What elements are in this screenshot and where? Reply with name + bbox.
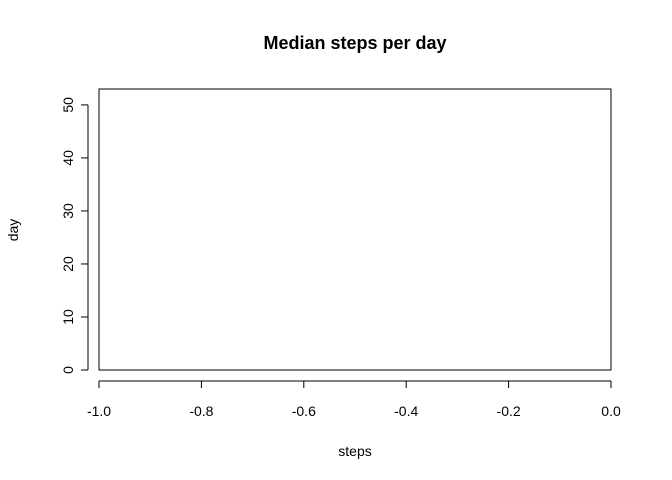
y-tick-label: 20 — [60, 256, 76, 272]
chart-title: Median steps per day — [263, 33, 446, 53]
x-tick-label: 0.0 — [601, 403, 621, 419]
y-tick-label: 0 — [60, 366, 76, 374]
y-tick-label: 10 — [60, 309, 76, 325]
y-tick-label: 50 — [60, 97, 76, 113]
x-tick-label: -0.6 — [292, 403, 316, 419]
x-axis-label: steps — [338, 443, 371, 459]
plot-frame — [98, 88, 612, 371]
x-axis: -1.0 -0.8 -0.6 -0.4 -0.2 0.0 — [87, 380, 621, 419]
x-tick-label: -0.8 — [189, 403, 213, 419]
x-tick-label: -0.4 — [394, 403, 418, 419]
y-axis: 0 10 20 30 40 50 — [60, 97, 89, 374]
y-axis-label: day — [5, 219, 21, 242]
x-tick-label: -1.0 — [87, 403, 111, 419]
y-tick-label: 30 — [60, 203, 76, 219]
x-tick-label: -0.2 — [497, 403, 521, 419]
y-tick-label: 40 — [60, 150, 76, 166]
